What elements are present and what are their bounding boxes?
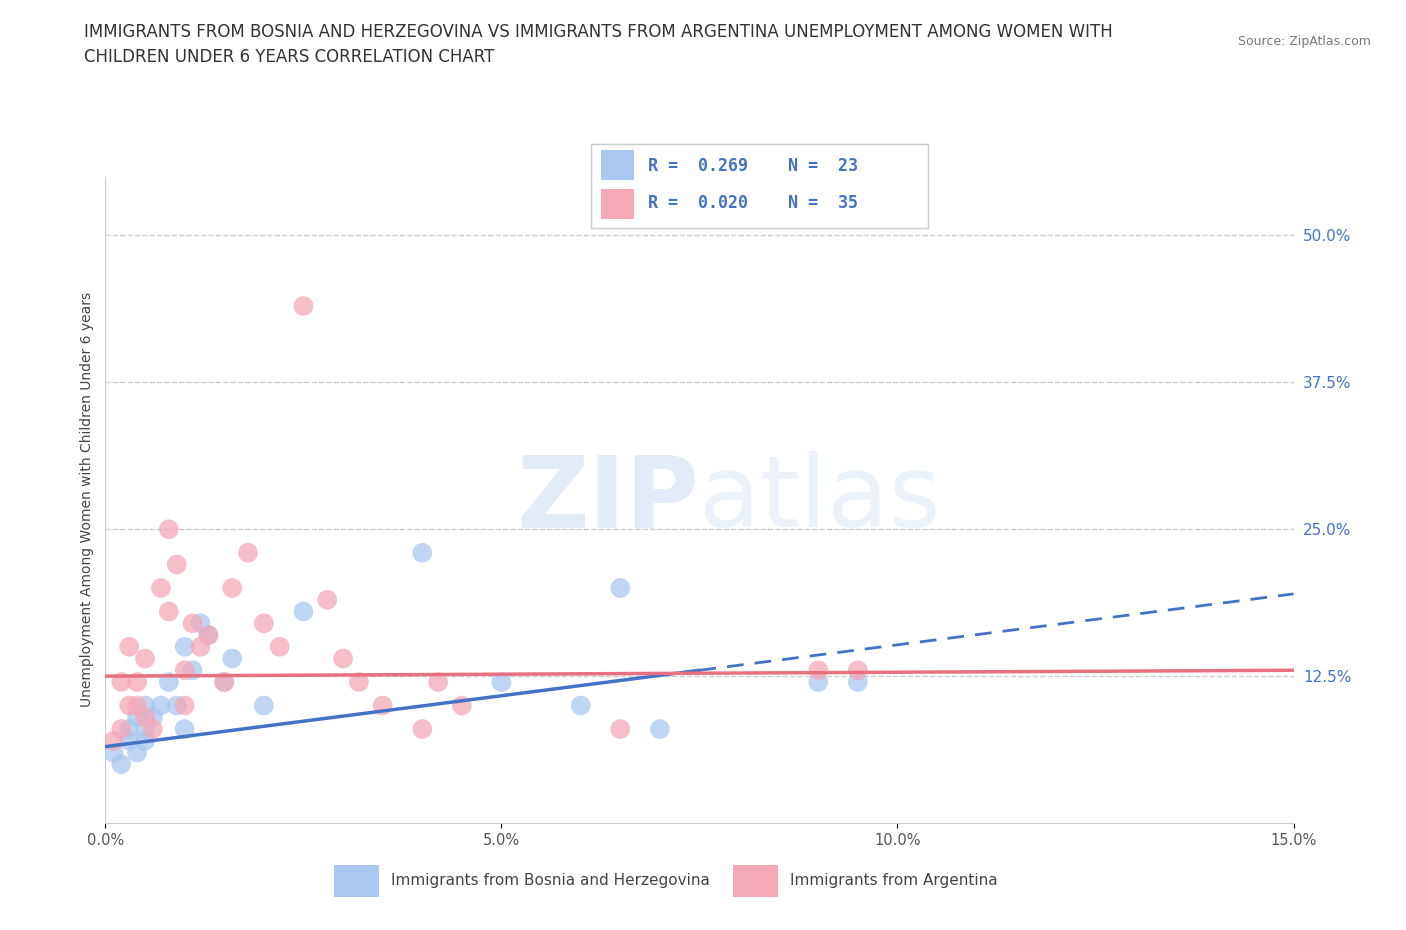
Point [142, 722, 165, 737]
Point [103, 745, 125, 760]
Point [221, 580, 243, 595]
Point [491, 674, 513, 689]
Text: Source: ZipAtlas.com: Source: ZipAtlas.com [1237, 35, 1371, 48]
Point [166, 557, 188, 572]
Point [142, 710, 165, 724]
Point [236, 545, 259, 560]
Bar [600, 190, 634, 219]
Point [173, 663, 195, 678]
Point [134, 651, 156, 666]
Point [157, 604, 180, 619]
Point [316, 592, 339, 607]
Text: atlas: atlas [700, 451, 941, 549]
Point [609, 722, 631, 737]
Point [118, 734, 141, 749]
Point [846, 674, 869, 689]
Point [450, 698, 472, 713]
Point [648, 722, 671, 737]
Point [332, 651, 354, 666]
Point [173, 639, 195, 654]
Point [190, 616, 212, 631]
Point [197, 628, 219, 643]
Point [569, 698, 592, 713]
Point [110, 674, 132, 689]
Point [149, 698, 172, 713]
Point [609, 580, 631, 595]
Point [110, 757, 132, 772]
Point [127, 698, 149, 713]
Point [807, 663, 830, 678]
Point [134, 722, 156, 737]
Point [127, 710, 149, 724]
Point [166, 698, 188, 713]
Point [103, 734, 125, 749]
Point [221, 651, 243, 666]
Text: IMMIGRANTS FROM BOSNIA AND HERZEGOVINA VS IMMIGRANTS FROM ARGENTINA UNEMPLOYMENT: IMMIGRANTS FROM BOSNIA AND HERZEGOVINA V… [84, 23, 1114, 41]
Point [149, 580, 172, 595]
Point [127, 745, 149, 760]
Point [181, 616, 204, 631]
Point [347, 674, 370, 689]
Point [181, 663, 204, 678]
Point [157, 522, 180, 537]
Point [846, 663, 869, 678]
Bar [734, 865, 779, 897]
Point [134, 698, 156, 713]
Point [127, 674, 149, 689]
Point [134, 710, 156, 724]
Point [269, 639, 291, 654]
Text: CHILDREN UNDER 6 YEARS CORRELATION CHART: CHILDREN UNDER 6 YEARS CORRELATION CHART [84, 48, 495, 66]
Point [118, 639, 141, 654]
Point [134, 734, 156, 749]
Point [118, 722, 141, 737]
Point [807, 674, 830, 689]
Point [157, 674, 180, 689]
Text: Immigrants from Bosnia and Herzegovina: Immigrants from Bosnia and Herzegovina [391, 872, 710, 887]
Point [214, 674, 236, 689]
Point [173, 698, 195, 713]
Text: R =  0.269    N =  23: R = 0.269 N = 23 [648, 157, 858, 175]
Point [411, 722, 433, 737]
Point [292, 299, 315, 313]
Bar [600, 150, 634, 180]
Point [197, 628, 219, 643]
Point [253, 616, 276, 631]
Point [411, 545, 433, 560]
Text: ZIP: ZIP [516, 451, 700, 549]
Point [292, 604, 315, 619]
Point [173, 722, 195, 737]
Y-axis label: Unemployment Among Women with Children Under 6 years: Unemployment Among Women with Children U… [80, 292, 94, 708]
Text: Immigrants from Argentina: Immigrants from Argentina [790, 872, 998, 887]
Point [214, 674, 236, 689]
Point [427, 674, 450, 689]
Point [110, 722, 132, 737]
Point [118, 698, 141, 713]
Bar [333, 865, 378, 897]
Point [253, 698, 276, 713]
Point [190, 639, 212, 654]
Point [371, 698, 394, 713]
Text: R =  0.020    N =  35: R = 0.020 N = 35 [648, 193, 858, 212]
